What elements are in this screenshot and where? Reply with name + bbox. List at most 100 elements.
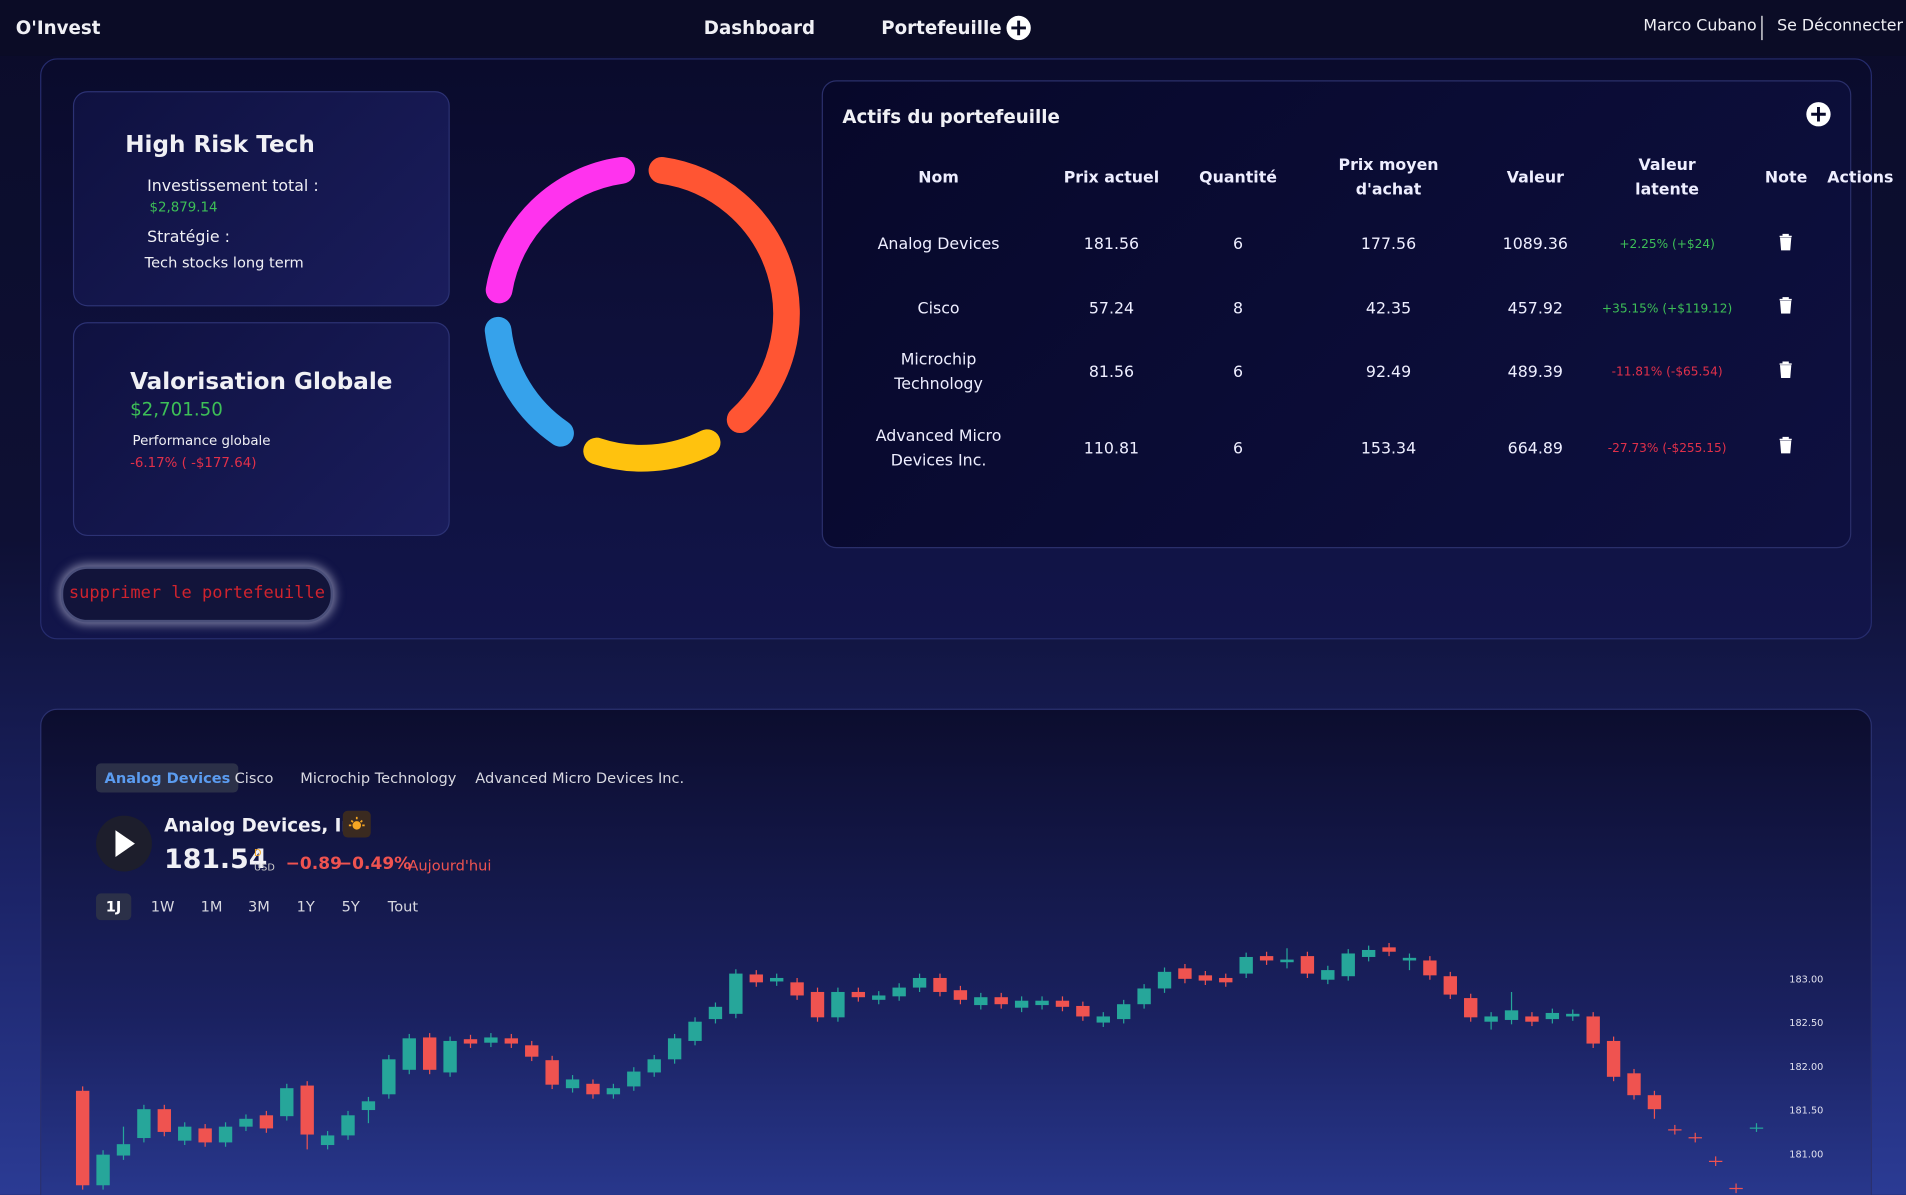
assets-card: Actifs du portefeuille [821, 80, 1852, 549]
candle-body [667, 1038, 682, 1060]
logout-link[interactable]: Se Déconnecter [1777, 17, 1904, 36]
asset-cell: 181.56 [1083, 235, 1140, 255]
candle-body [1627, 1073, 1641, 1096]
candle-body [382, 1059, 396, 1095]
brand[interactable]: O'Invest [15, 17, 101, 39]
candle-body [1096, 1016, 1110, 1023]
range-button[interactable]: 1W [150, 898, 175, 916]
y-tick-label: 181.50 [1789, 1106, 1823, 1117]
asset-cell: 6 [1233, 235, 1244, 255]
column-header: Nom [918, 168, 959, 188]
range-button[interactable]: Tout [387, 898, 419, 916]
add-portfolio-icon[interactable] [1005, 15, 1032, 42]
trash-shape [1780, 436, 1793, 454]
asset-cell: +35.15% (+$119.12) [1601, 302, 1733, 316]
stock-tab[interactable]: Cisco [234, 769, 274, 787]
strategy-value: Tech stocks long term [144, 254, 304, 272]
asset-row: Analog Devices 181.56 6 177.56 1089.36 +2.25%… [847, 214, 1906, 277]
delete-asset-icon[interactable] [1779, 360, 1794, 378]
currency: USD [254, 861, 275, 873]
delete-asset-icon[interactable] [1779, 297, 1794, 314]
asset-cell: 92.49 [1365, 363, 1412, 382]
assets-table: Nom Prix actuel Quantité Prix moyen d'achat… [847, 143, 1906, 493]
asset-row: Advanced Micro Devices Inc. 110.81 6 153.34… [847, 405, 1906, 494]
candle-body [627, 1071, 641, 1087]
candle-body [872, 995, 886, 1000]
asset-cell: 42.35 [1365, 299, 1412, 318]
candle-body [1361, 949, 1376, 957]
asset-cell: +2.25% (+$24) [1619, 238, 1715, 252]
stock-tab[interactable]: Microchip Technology [300, 769, 457, 787]
donut-segment [648, 156, 800, 434]
stock-tab[interactable]: Analog Devices [96, 763, 239, 793]
donut-segment [484, 316, 574, 447]
candle-body [137, 1109, 151, 1139]
asset-cell: Analog Devices [877, 235, 1000, 255]
user-name: Marco Cubano [1643, 17, 1757, 36]
candle-body [1117, 1004, 1131, 1020]
candle-body [545, 1060, 559, 1085]
nav-link[interactable]: Dashboard [703, 17, 816, 39]
candle-body [1259, 956, 1274, 961]
asset-cell: 153.34 [1360, 439, 1417, 458]
candle-body [1443, 976, 1457, 995]
valuation-title: Valorisation Globale [130, 368, 393, 396]
actions-cell [1815, 277, 1906, 341]
exchange-flag: D [254, 847, 262, 859]
candle-body [218, 1126, 233, 1143]
navbar: O'Invest Dashboard Portefeuille Marco Cu… [0, 0, 1906, 56]
candle-body [1423, 960, 1437, 976]
candle-body [1749, 1127, 1764, 1129]
actions-cell [1815, 405, 1906, 494]
candle-body [422, 1037, 437, 1070]
candle-body [402, 1038, 416, 1070]
candle-body [892, 987, 906, 997]
add-asset-icon[interactable] [1805, 101, 1832, 128]
range-button[interactable]: 3M [247, 898, 270, 916]
candle-body [1525, 1016, 1539, 1022]
range-button[interactable]: 1M [200, 898, 223, 916]
candle-body [1055, 1000, 1070, 1007]
actions-cell [1815, 342, 1906, 405]
range-button[interactable]: 1Y [296, 898, 315, 916]
y-tick-label: 182.00 [1789, 1062, 1823, 1073]
play-button[interactable] [95, 814, 153, 872]
candle-body [1137, 988, 1151, 1005]
trash-shape [1780, 233, 1793, 250]
asset-cell: 6 [1233, 439, 1244, 458]
candle-body [912, 977, 927, 988]
candle-body [1402, 957, 1417, 961]
column-header: Actions [1827, 168, 1894, 188]
session: Aujourd'hui [408, 856, 492, 874]
candle-body [769, 977, 784, 982]
candle-body [1076, 1005, 1090, 1017]
range-button[interactable]: 1J [96, 893, 132, 921]
price-change-pct: −0.49% [337, 854, 412, 874]
donut-segment [485, 156, 636, 304]
portfolio-name: High Risk Tech [125, 131, 315, 159]
candle-body [157, 1109, 171, 1132]
range-button[interactable]: 5Y [341, 898, 360, 916]
candle-body [1014, 1000, 1029, 1008]
asset-cell: 8 [1233, 299, 1244, 318]
candle-body [1586, 1016, 1600, 1044]
candle-body [1504, 1010, 1519, 1020]
column-header: Valeur [1506, 168, 1564, 188]
candle-body [933, 977, 947, 992]
candle-body [504, 1038, 519, 1044]
donut-segment [583, 429, 721, 472]
portfolio-card: High Risk Tech Investissement total : $2… [72, 91, 450, 307]
candle-body [974, 997, 988, 1006]
delete-portfolio-button[interactable]: supprimer le portefeuille [60, 566, 334, 623]
delete-asset-icon[interactable] [1779, 436, 1794, 454]
investment-label: Investissement total : [147, 177, 319, 196]
asset-cell: 1089.36 [1502, 235, 1568, 255]
investment-value: $2,879.14 [149, 199, 218, 216]
candle-body [1464, 998, 1478, 1018]
valuation-card: Valorisation Globale $2,701.50 Performan… [72, 322, 450, 537]
delete-asset-icon[interactable] [1779, 233, 1794, 250]
stock-tab[interactable]: Advanced Micro Devices Inc. [475, 769, 685, 787]
candle-body [708, 1006, 723, 1020]
column-header: Valeur latente [1635, 156, 1700, 200]
nav-link[interactable]: Portefeuille [881, 17, 1002, 39]
